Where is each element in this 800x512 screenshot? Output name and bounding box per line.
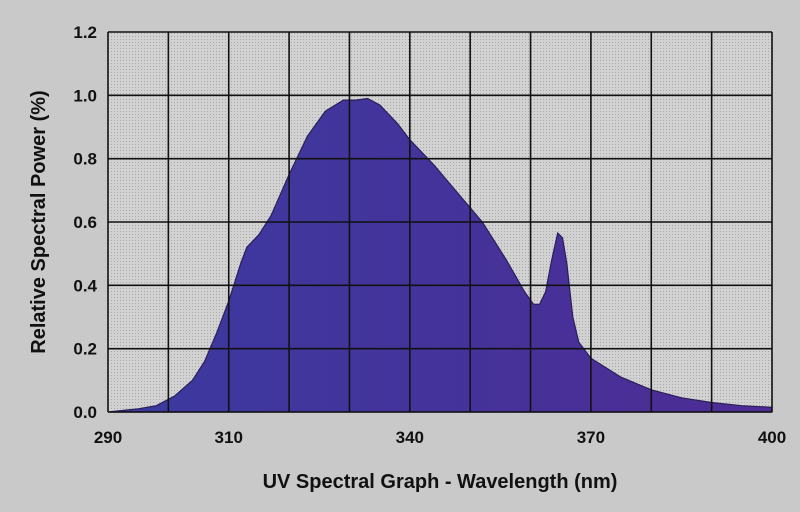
x-tick-label: 290 xyxy=(94,428,122,447)
y-tick-label: 0.0 xyxy=(73,403,97,422)
x-tick-label: 340 xyxy=(396,428,424,447)
x-axis-label: UV Spectral Graph - Wavelength (nm) xyxy=(263,471,618,493)
y-tick-label: 0.2 xyxy=(73,340,97,359)
grid-lines xyxy=(107,31,773,413)
x-tick-label: 400 xyxy=(758,428,786,447)
x-tick-label: 310 xyxy=(215,428,243,447)
y-tick-label: 1.2 xyxy=(73,23,97,42)
x-tick-label: 370 xyxy=(577,428,605,447)
y-axis-label: Relative Spectral Power (%) xyxy=(28,90,50,353)
y-tick-label: 1.0 xyxy=(73,86,97,105)
y-tick-label: 0.4 xyxy=(73,276,97,295)
y-tick-label: 0.6 xyxy=(73,213,97,232)
y-tick-label: 0.8 xyxy=(73,150,97,169)
spectrum-area xyxy=(107,97,773,413)
